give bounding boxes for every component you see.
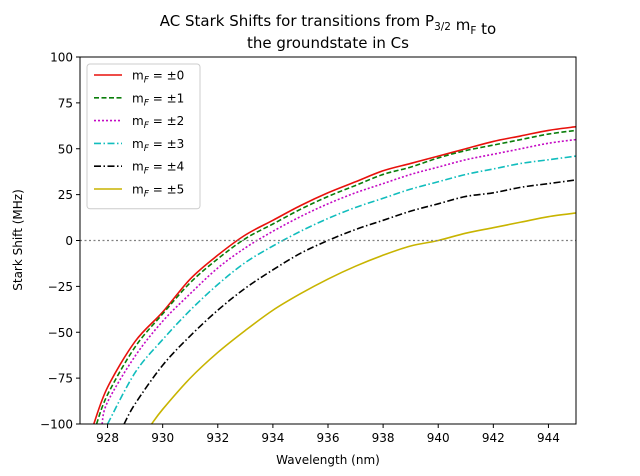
y-tick-label--25: −25 bbox=[48, 280, 73, 294]
y-tick-label--75: −75 bbox=[48, 372, 73, 386]
x-tick-label-930: 930 bbox=[151, 431, 174, 445]
y-tick-label--100: −100 bbox=[40, 418, 73, 432]
series-line-mf-2 bbox=[101, 138, 576, 424]
y-tick-label--50: −50 bbox=[48, 326, 73, 340]
series-line-mf-3 bbox=[106, 155, 576, 424]
legend-box bbox=[86, 63, 201, 210]
legend-label-mf-4: mF = ±4 bbox=[132, 160, 184, 177]
x-axis-label: Wavelength (nm) bbox=[276, 453, 380, 467]
x-axis-ticks: 928 930 932 934 936 938 940 942 944 bbox=[96, 424, 560, 445]
y-tick-label-100: 100 bbox=[50, 51, 73, 65]
series-line-mf-5 bbox=[150, 212, 576, 424]
x-tick-label-936: 936 bbox=[317, 431, 340, 445]
series-line-mf-4 bbox=[123, 179, 576, 424]
y-tick-label-25: 25 bbox=[58, 188, 73, 202]
series-line-mf-1 bbox=[95, 129, 576, 424]
legend-label-mf-1: mF = ±1 bbox=[132, 91, 184, 108]
legend-label-mf-2: mF = ±2 bbox=[132, 114, 184, 131]
x-tick-label-942: 942 bbox=[482, 431, 505, 445]
y-tick-label-50: 50 bbox=[58, 142, 73, 156]
x-tick-label-940: 940 bbox=[427, 431, 450, 445]
legend: mF = ±0 mF = ±1 mF = ±2 mF = ±3 mF = ±4 mF = … bbox=[86, 63, 201, 210]
y-axis-label: Stark Shift (MHz) bbox=[11, 189, 25, 291]
title-line-2: the groundstate in Cs bbox=[247, 34, 409, 52]
legend-label-mf-3: mF = ±3 bbox=[132, 137, 184, 154]
legend-label-mf-5: mF = ±5 bbox=[132, 183, 184, 200]
legend-label-mf-0: mF = ±0 bbox=[132, 69, 184, 86]
x-tick-label-938: 938 bbox=[372, 431, 395, 445]
series-lines bbox=[93, 125, 576, 424]
title-line-1: AC Stark Shifts for transitions from P3/… bbox=[160, 12, 496, 38]
y-axis-ticks: −100 −75 −50 −25 0 25 50 75 100 bbox=[40, 51, 80, 432]
y-tick-label-75: 75 bbox=[58, 96, 73, 110]
series-line-mf-0 bbox=[93, 125, 576, 424]
y-tick-label-0: 0 bbox=[65, 234, 73, 248]
x-tick-label-928: 928 bbox=[96, 431, 119, 445]
x-tick-label-932: 932 bbox=[206, 431, 229, 445]
x-tick-label-934: 934 bbox=[261, 431, 284, 445]
x-tick-label-944: 944 bbox=[537, 431, 560, 445]
chart-title: AC Stark Shifts for transitions from P3/… bbox=[160, 12, 496, 52]
